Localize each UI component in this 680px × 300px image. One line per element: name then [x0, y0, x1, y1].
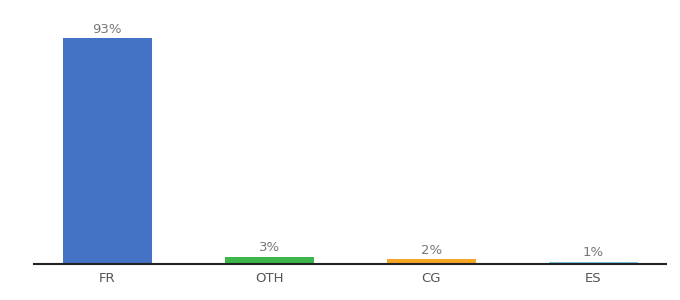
Text: 2%: 2% — [421, 244, 442, 257]
Text: 3%: 3% — [258, 241, 279, 254]
Text: 93%: 93% — [92, 22, 122, 36]
Bar — [387, 259, 476, 264]
Bar — [549, 262, 638, 264]
Bar — [224, 257, 313, 264]
Text: 1%: 1% — [583, 246, 604, 259]
Bar — [63, 38, 152, 264]
